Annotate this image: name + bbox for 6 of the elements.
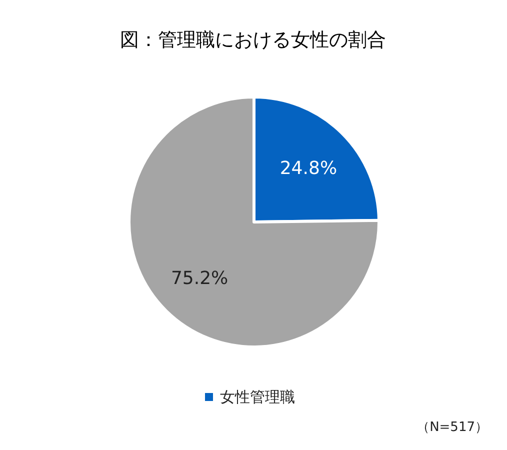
pie-slice xyxy=(128,96,380,348)
data-label: 24.8% xyxy=(280,158,338,179)
data-label: 75.2% xyxy=(170,268,228,290)
legend-label: 女性管理職 xyxy=(220,388,295,406)
text: （N=517） xyxy=(416,420,488,435)
chart-title: 図：管理職における女性の割合 xyxy=(120,29,386,51)
